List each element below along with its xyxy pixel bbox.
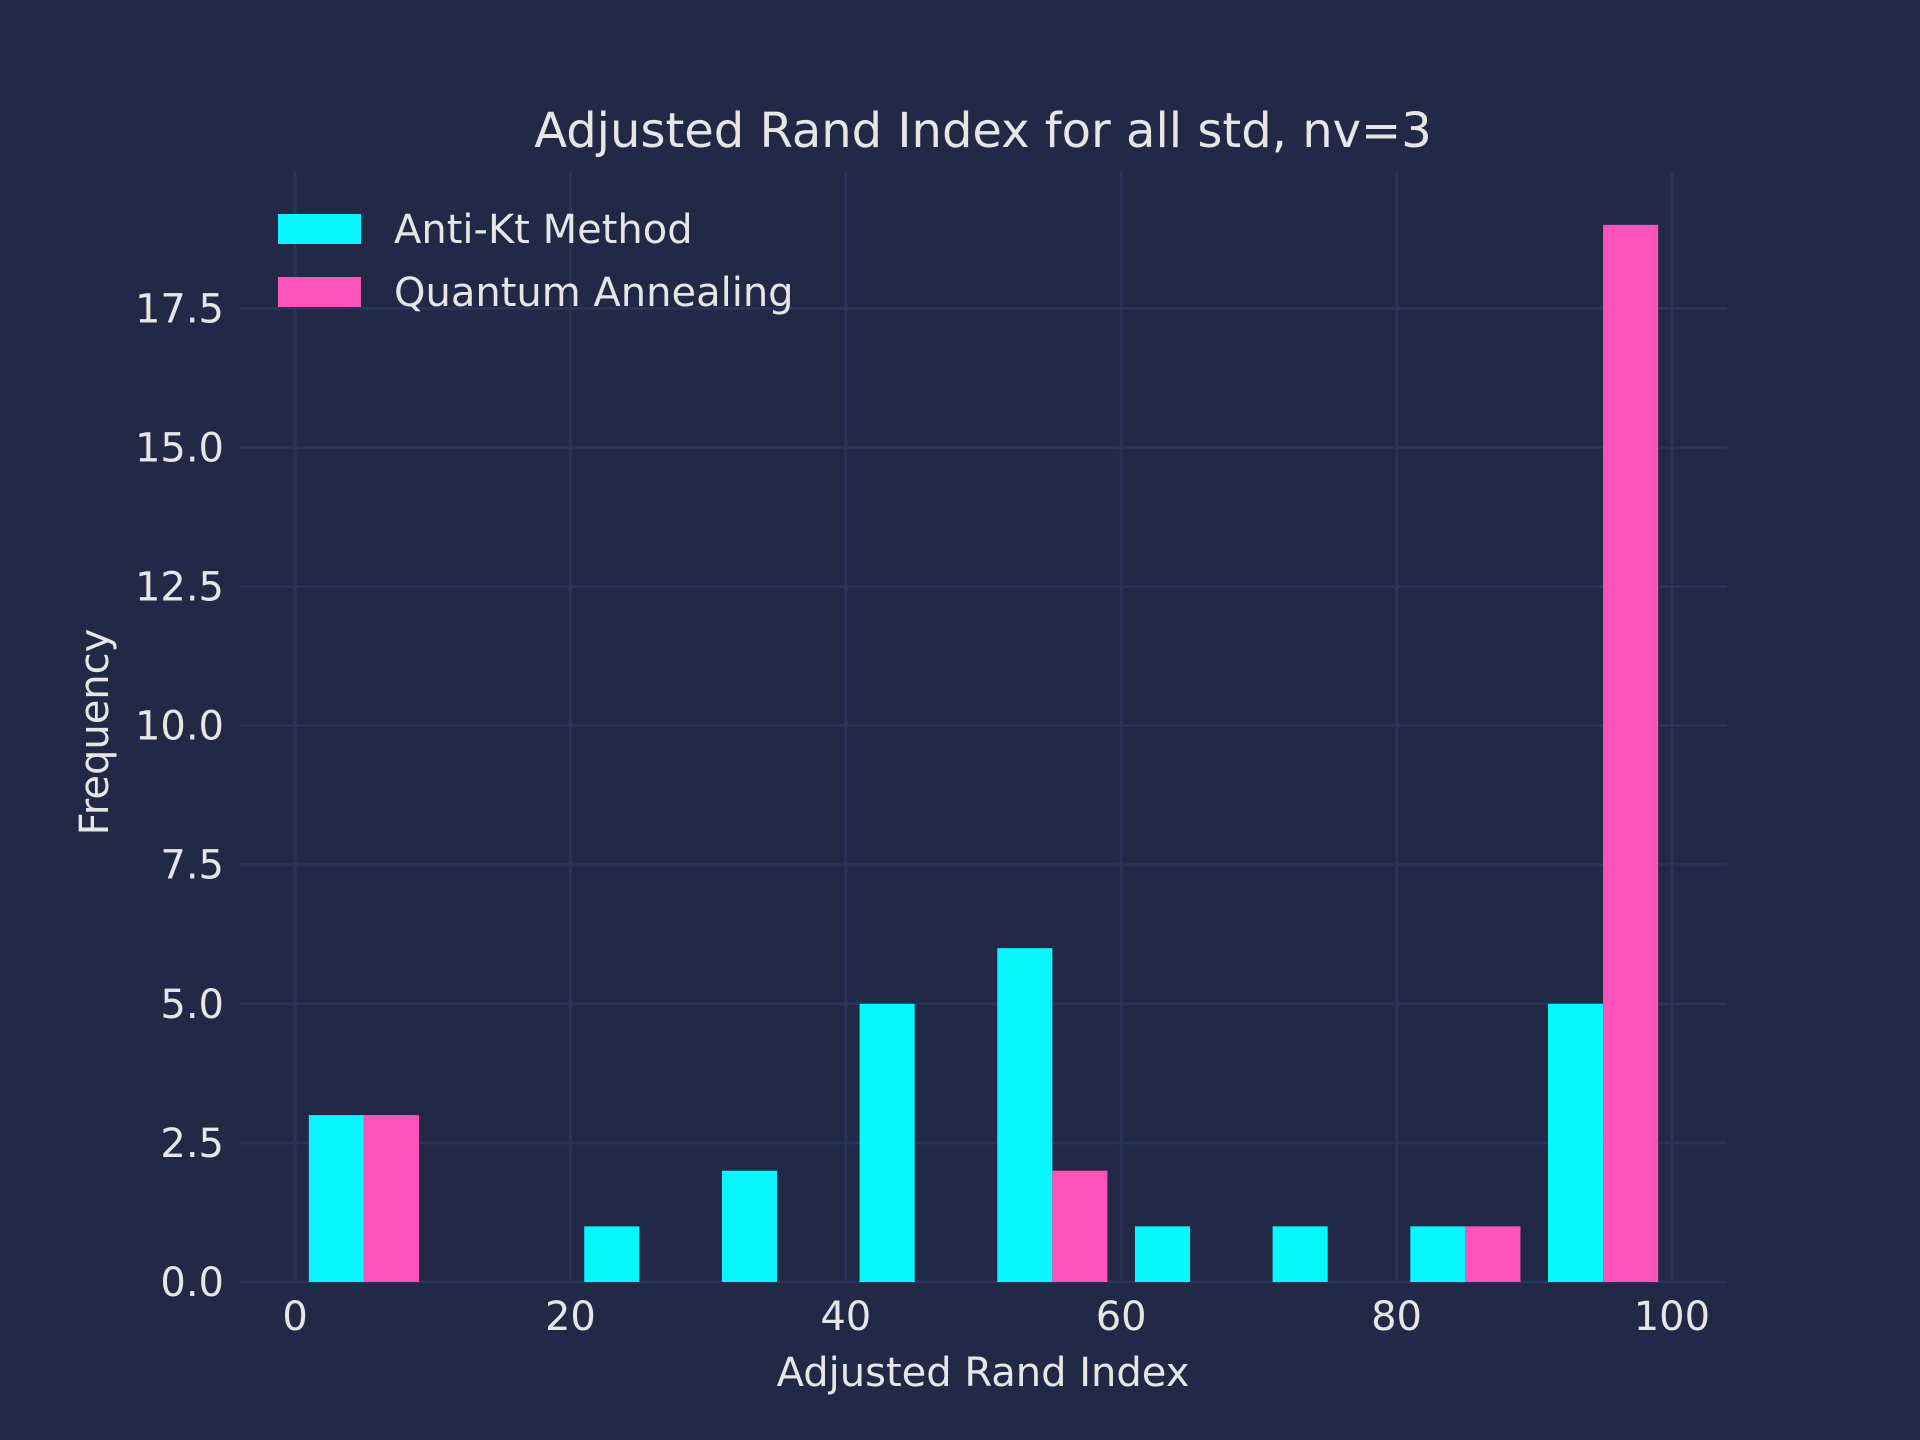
y-tick-label: 12.5 (135, 565, 224, 611)
bar-anti-kt-bin-6 (1134, 1226, 1191, 1282)
bar-anti-kt-bin-7 (1272, 1226, 1328, 1282)
legend: Anti-Kt Method Quantum Annealing (278, 207, 794, 316)
y-tick-label: 0.0 (160, 1260, 224, 1306)
x-tick-label: 80 (1371, 1294, 1422, 1340)
y-tick-label: 15.0 (135, 425, 224, 471)
y-tick-label: 2.5 (160, 1121, 224, 1167)
bar-anti-kt-bin-4 (859, 1003, 915, 1282)
legend-swatch (278, 277, 361, 307)
bar-anti-kt-bin-5 (997, 948, 1053, 1282)
chart-title: Adjusted Rand Index for all std, nv=3 (534, 103, 1432, 159)
bar-anti-kt-bin-0 (308, 1115, 364, 1282)
bar-quantum-annealing-bin-9 (1603, 224, 1659, 1282)
grid-lines (240, 172, 1727, 1284)
bar-anti-kt-bin-9 (1548, 1003, 1604, 1282)
y-axis-label: Frequency (72, 629, 118, 836)
legend-label: Anti-Kt Method (394, 207, 693, 253)
legend-label: Quantum Annealing (394, 270, 794, 316)
x-tick-labels: 0 20 40 60 80 100 (282, 1294, 1710, 1340)
bar-quantum-annealing-bin-8 (1465, 1226, 1521, 1282)
x-tick-label: 40 (820, 1294, 871, 1340)
legend-swatch (278, 214, 361, 244)
x-tick-label: 60 (1096, 1294, 1147, 1340)
y-tick-label: 10.0 (135, 704, 224, 750)
bar-anti-kt-bin-8 (1410, 1226, 1466, 1282)
x-tick-label: 0 (282, 1294, 307, 1340)
bars (308, 224, 1659, 1282)
x-axis-label: Adjusted Rand Index (777, 1350, 1190, 1396)
y-tick-label: 5.0 (160, 982, 224, 1028)
bar-quantum-annealing-bin-5 (1052, 1170, 1108, 1282)
y-tick-label: 17.5 (135, 286, 224, 332)
y-tick-label: 7.5 (160, 843, 224, 889)
bar-quantum-annealing-bin-0 (363, 1115, 419, 1282)
bar-anti-kt-bin-2 (584, 1226, 640, 1282)
x-tick-label: 100 (1634, 1294, 1710, 1340)
y-tick-labels: 0.0 2.5 5.0 7.5 10.0 12.5 15.0 17.5 (135, 286, 224, 1306)
bar-anti-kt-bin-3 (721, 1170, 777, 1282)
x-tick-label: 20 (545, 1294, 596, 1340)
